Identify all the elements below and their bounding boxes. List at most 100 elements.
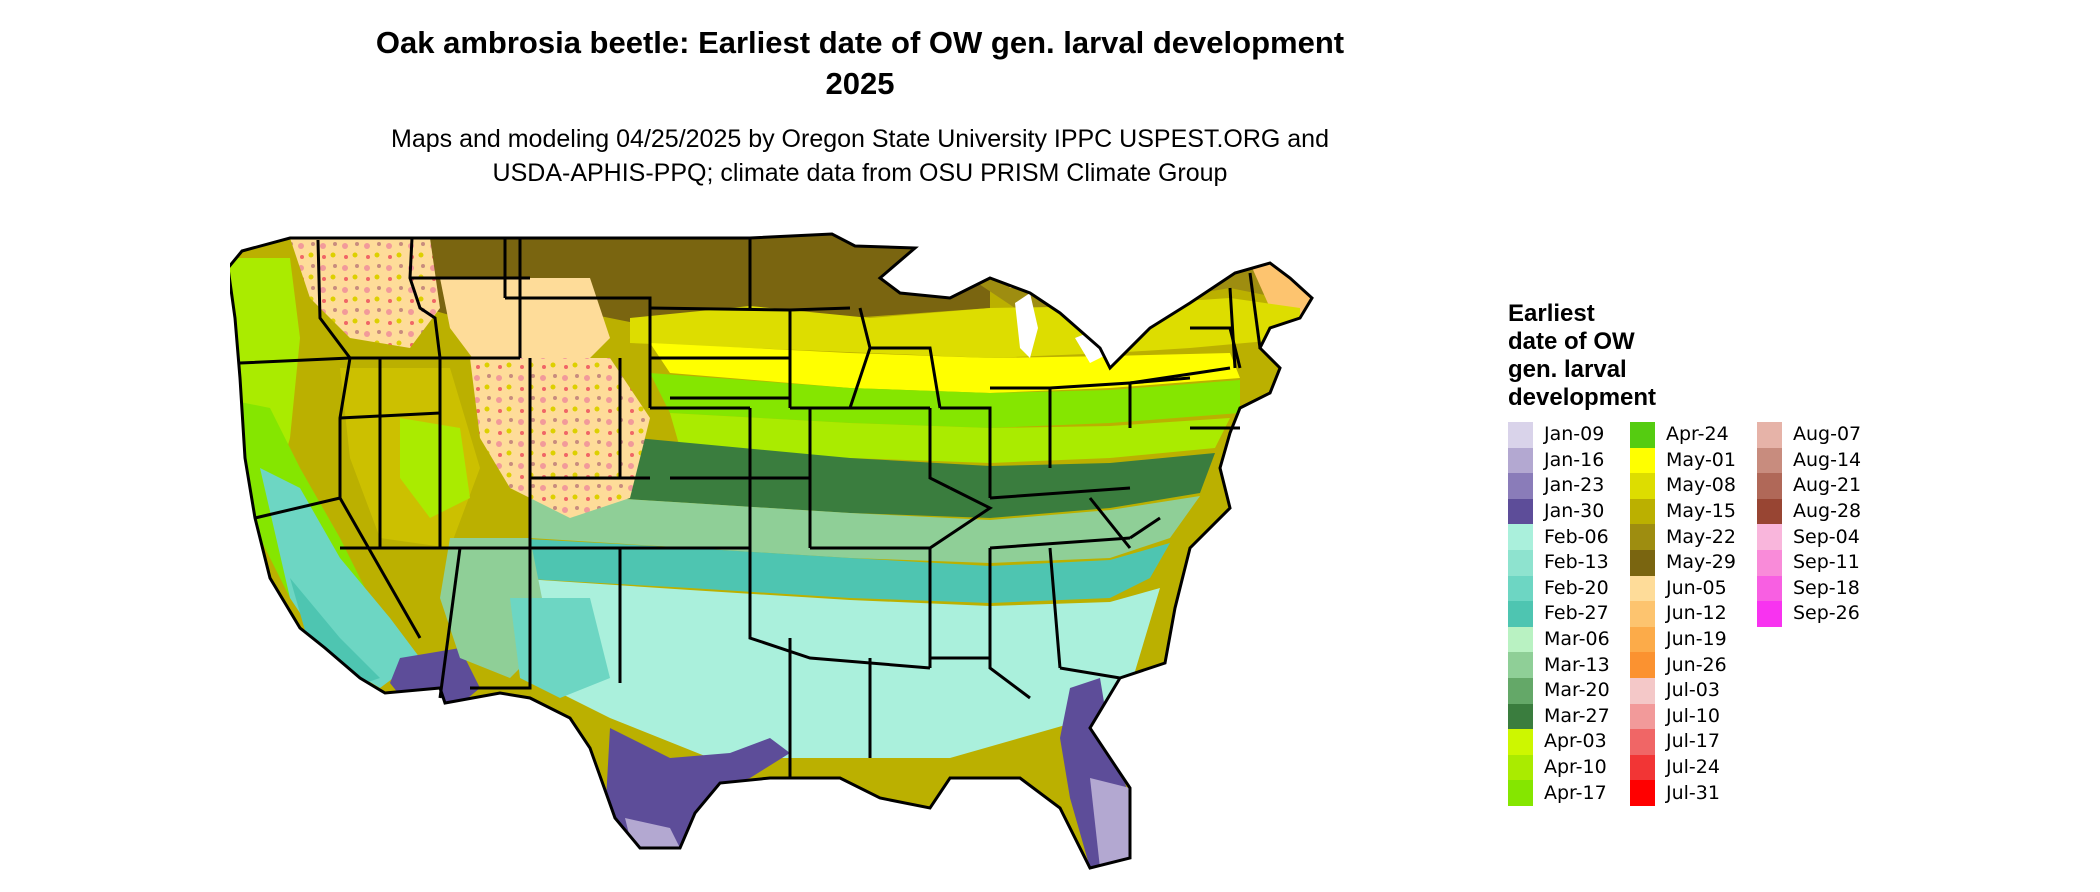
- legend-item: Mar-13: [1508, 652, 1610, 678]
- legend-item: Sep-11: [1757, 549, 1861, 576]
- legend-label: Jan-30: [1544, 500, 1605, 523]
- legend-label: Jan-16: [1544, 448, 1605, 471]
- legend-title-line: gen. larval: [1508, 356, 1627, 383]
- legend-item: Jun-12: [1630, 601, 1736, 627]
- legend-label: Aug-28: [1793, 500, 1862, 523]
- legend-swatch: [1508, 549, 1533, 576]
- legend-swatch: [1508, 626, 1533, 653]
- legend-item: May-01: [1630, 447, 1736, 474]
- legend-item: Apr-24: [1630, 422, 1736, 448]
- legend-label: Jun-19: [1666, 628, 1727, 651]
- legend-item: Feb-27: [1508, 601, 1610, 627]
- legend-label: Aug-21: [1793, 474, 1862, 497]
- legend-label: Feb-20: [1544, 576, 1609, 599]
- legend-swatch: [1630, 447, 1655, 474]
- legend-item: May-22: [1630, 524, 1736, 550]
- legend-label: Sep-26: [1793, 602, 1860, 625]
- legend-swatch: [1630, 626, 1655, 653]
- legend-label: Feb-27: [1544, 602, 1609, 625]
- legend-label: Jul-10: [1666, 704, 1720, 727]
- legend-label: May-15: [1666, 500, 1736, 523]
- legend-label: Jul-17: [1666, 730, 1720, 753]
- legend-swatch: [1508, 703, 1533, 730]
- legend-label: Jan-09: [1544, 423, 1605, 446]
- legend-swatch: [1508, 652, 1533, 678]
- lake-michigan: [1015, 293, 1038, 358]
- legend-column-3: Aug-07 Aug-14 Aug-21 Aug-28 Sep-04 Sep-11 Sep-…: [1757, 422, 1861, 627]
- map-title: Oak ambrosia beetle: Earliest date of OW…: [180, 22, 1540, 104]
- legend-label: May-08: [1666, 474, 1736, 497]
- legend-title-line: development: [1508, 384, 1657, 411]
- legend-label: Apr-17: [1544, 781, 1607, 804]
- legend-swatch: [1630, 780, 1655, 806]
- legend-label: Feb-13: [1544, 551, 1609, 574]
- legend-label: Jul-03: [1666, 679, 1720, 702]
- legend-item: Jan-30: [1508, 498, 1610, 525]
- legend-swatch: [1508, 677, 1533, 704]
- legend-swatch: [1508, 524, 1533, 550]
- legend-label: May-22: [1666, 525, 1736, 548]
- legend-item: Feb-06: [1508, 524, 1610, 550]
- legend-label: Mar-13: [1544, 653, 1610, 676]
- legend-item: Mar-06: [1508, 626, 1610, 653]
- title-line-1: Oak ambrosia beetle: Earliest date of OW…: [375, 25, 1345, 60]
- legend-label: Jul-31: [1666, 781, 1720, 804]
- legend-item: Jan-09: [1508, 422, 1610, 448]
- legend-item: Jul-31: [1630, 780, 1736, 806]
- legend-column-1: Jan-09 Jan-16 Jan-23 Jan-30 Feb-06 Feb-13 Feb-…: [1508, 422, 1610, 806]
- legend-item: Jun-05: [1630, 575, 1736, 602]
- legend-item: Apr-03: [1508, 729, 1610, 755]
- legend-swatch: [1630, 524, 1655, 550]
- legend-swatch: [1757, 549, 1782, 576]
- legend-label: Mar-20: [1544, 679, 1610, 702]
- subtitle-line-2: USDA-APHIS-PPQ; climate data from OSU PR…: [492, 159, 1228, 187]
- legend-swatch: [1630, 729, 1655, 755]
- legend-swatch: [1630, 473, 1655, 499]
- legend-swatch: [1630, 677, 1655, 704]
- legend-swatch: [1630, 549, 1655, 576]
- lake-huron: [1075, 328, 1110, 363]
- legend-label: Jul-24: [1666, 756, 1720, 779]
- legend-swatch: [1630, 422, 1655, 448]
- legend-item: Jun-19: [1630, 626, 1736, 653]
- legend-label: Mar-06: [1544, 628, 1610, 651]
- legend-item: Jun-26: [1630, 652, 1736, 678]
- legend-swatch: [1630, 601, 1655, 627]
- legend-title: Earliest date of OW gen. larval developm…: [1508, 300, 1656, 412]
- legend-label: Jun-05: [1666, 576, 1727, 599]
- legend-label: Apr-03: [1544, 730, 1607, 753]
- legend-swatch: [1508, 473, 1533, 499]
- legend-swatch: [1630, 575, 1655, 602]
- legend-swatch: [1508, 729, 1533, 755]
- legend-label: Sep-18: [1793, 576, 1860, 599]
- legend-item: May-08: [1630, 473, 1736, 499]
- legend-item: Aug-07: [1757, 422, 1861, 448]
- legend-label: Jun-26: [1666, 653, 1727, 676]
- legend-label: Feb-06: [1544, 525, 1609, 548]
- legend-swatch: [1630, 703, 1655, 730]
- legend-item: Mar-20: [1508, 677, 1610, 704]
- legend-item: May-29: [1630, 549, 1736, 576]
- subtitle-line-1: Maps and modeling 04/25/2025 by Oregon S…: [391, 125, 1329, 153]
- legend-title-line: Earliest: [1508, 300, 1595, 327]
- legend-item: Aug-28: [1757, 498, 1862, 525]
- legend-label: Jun-12: [1666, 602, 1727, 625]
- legend-swatch: [1757, 473, 1782, 499]
- legend-column-2: Apr-24 May-01 May-08 May-15 May-22 May-29 Jun-…: [1630, 422, 1736, 806]
- legend-swatch: [1757, 601, 1782, 627]
- legend-item: Feb-20: [1508, 575, 1610, 602]
- legend-swatch: [1757, 447, 1782, 474]
- legend-swatch: [1757, 575, 1782, 602]
- legend-item: Jul-17: [1630, 729, 1736, 755]
- legend-item: Mar-27: [1508, 703, 1610, 730]
- legend-swatch: [1630, 652, 1655, 678]
- us-degree-day-map: [230, 232, 1314, 870]
- legend-swatch: [1757, 422, 1782, 448]
- legend-label: Jan-23: [1544, 474, 1605, 497]
- legend-item: Jul-03: [1630, 677, 1736, 704]
- legend-swatch: [1757, 498, 1782, 525]
- legend-label: Aug-14: [1793, 448, 1862, 471]
- legend-item: Aug-21: [1757, 473, 1861, 499]
- legend-item: Feb-13: [1508, 549, 1610, 576]
- legend-item: Jan-23: [1508, 473, 1610, 499]
